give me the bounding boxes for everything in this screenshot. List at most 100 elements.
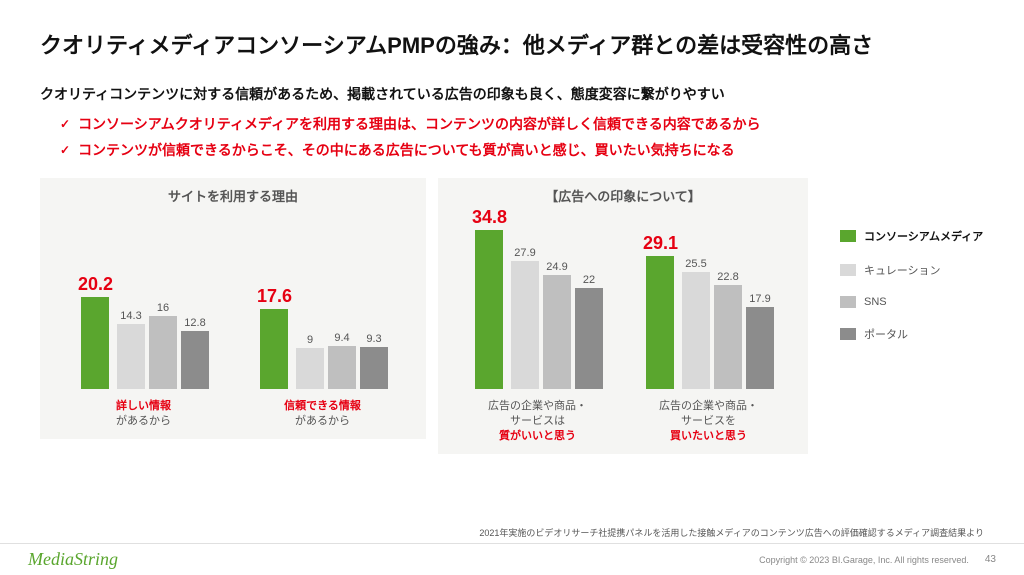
bar-value-highlight: 34.8 bbox=[472, 207, 507, 228]
bar-value: 24.9 bbox=[546, 261, 567, 273]
bar bbox=[328, 346, 356, 389]
slide: クオリティメディアコンソーシアムPMPの強み：他メディア群との差は受容性の高さ … bbox=[0, 0, 1024, 575]
bar-value: 14.3 bbox=[120, 310, 141, 322]
bar bbox=[646, 256, 674, 389]
bar-groups: 20.214.31612.8詳しい情報があるから17.699.49.3信頼できる… bbox=[54, 209, 412, 429]
bar-wrap: 29.1 bbox=[643, 233, 678, 389]
charts-area: サイトを利用する理由 20.214.31612.8詳しい情報があるから17.69… bbox=[40, 178, 984, 454]
bar-value: 9.4 bbox=[334, 332, 349, 344]
bar bbox=[117, 324, 145, 389]
bar-wrap: 27.9 bbox=[511, 247, 539, 389]
bar-wrap: 9.4 bbox=[328, 332, 356, 389]
bar-wrap: 9 bbox=[296, 334, 324, 389]
bar bbox=[181, 331, 209, 390]
legend-label: コンソーシアムメディア bbox=[864, 228, 983, 244]
caption-text: 広告の企業や商品・ サービスを bbox=[659, 400, 758, 427]
caption-highlight: 質がいいと思う bbox=[488, 429, 587, 444]
bar-wrap: 12.8 bbox=[181, 317, 209, 390]
bar-value-highlight: 20.2 bbox=[78, 274, 113, 295]
bar bbox=[81, 297, 109, 389]
bar bbox=[475, 230, 503, 389]
caption-text: 広告の企業や商品・ サービスは bbox=[488, 400, 587, 427]
bar bbox=[511, 261, 539, 389]
caption-highlight: 詳しい情報 bbox=[116, 399, 171, 414]
legend-item: SNS bbox=[840, 296, 983, 308]
bar-wrap: 25.5 bbox=[682, 258, 710, 389]
group-caption: 詳しい情報があるから bbox=[116, 399, 171, 429]
panel-title: サイトを利用する理由 bbox=[54, 186, 412, 205]
caption-highlight: 信頼できる情報 bbox=[284, 399, 361, 414]
bar-wrap: 24.9 bbox=[543, 261, 571, 389]
bars: 29.1 25.5 22.8 17.9 bbox=[643, 209, 774, 389]
bar bbox=[360, 347, 388, 390]
bar-value: 22 bbox=[583, 274, 595, 286]
caption-text: があるから bbox=[116, 415, 171, 427]
bar bbox=[575, 288, 603, 389]
bar-value: 12.8 bbox=[184, 317, 205, 329]
bar-value: 22.8 bbox=[717, 271, 738, 283]
group-caption: 信頼できる情報があるから bbox=[284, 399, 361, 429]
bar-group: 17.6 9 9.4 9.3 信頼できる情報があるから bbox=[257, 209, 388, 429]
bar-wrap: 20.2 bbox=[78, 274, 113, 389]
bar bbox=[543, 275, 571, 389]
bars: 17.6 9 9.4 9.3 bbox=[257, 209, 388, 389]
panel-title: 【広告への印象について】 bbox=[452, 186, 794, 205]
bar-group: 20.2 14.3 16 12.8 詳しい情報があるから bbox=[78, 209, 209, 429]
chart-panel-left: サイトを利用する理由 20.214.31612.8詳しい情報があるから17.69… bbox=[40, 178, 426, 439]
bar bbox=[149, 316, 177, 389]
bar bbox=[296, 348, 324, 389]
bar-value: 17.9 bbox=[749, 293, 770, 305]
bars: 20.2 14.3 16 12.8 bbox=[78, 209, 209, 389]
bullet-item: ✓ コンテンツが信頼できるからこそ、その中にある広告についても質が高いと感じ、買… bbox=[40, 140, 984, 160]
bar bbox=[714, 285, 742, 389]
bar-wrap: 16 bbox=[149, 302, 177, 389]
legend-item: キュレーション bbox=[840, 262, 983, 278]
bar-value-highlight: 29.1 bbox=[643, 233, 678, 254]
bar-value: 9 bbox=[307, 334, 313, 346]
bar bbox=[682, 272, 710, 389]
bar-wrap: 9.3 bbox=[360, 333, 388, 390]
bar-groups: 34.8 27.9 24.9 22 広告の企業や商品・ サービスは質がいいと思う 29.1… bbox=[452, 209, 794, 444]
legend-label: キュレーション bbox=[864, 262, 941, 278]
legend-item: コンソーシアムメディア bbox=[840, 228, 983, 244]
legend-swatch bbox=[840, 296, 856, 308]
caption-text: があるから bbox=[295, 415, 350, 427]
bar-group: 34.8 27.9 24.9 22 広告の企業や商品・ サービスは質がいいと思う bbox=[472, 209, 603, 444]
logo: MediaString bbox=[28, 549, 118, 570]
bar bbox=[260, 309, 288, 389]
bullet-item: ✓ コンソーシアムクオリティメディアを利用する理由は、コンテンツの内容が詳しく信… bbox=[40, 114, 984, 134]
legend-swatch bbox=[840, 328, 856, 340]
bar-wrap: 17.9 bbox=[746, 293, 774, 389]
bar-wrap: 22.8 bbox=[714, 271, 742, 389]
page-number: 43 bbox=[985, 554, 996, 565]
legend-swatch bbox=[840, 264, 856, 276]
legend-label: SNS bbox=[864, 296, 887, 308]
bullet-text: コンソーシアムクオリティメディアを利用する理由は、コンテンツの内容が詳しく信頼で… bbox=[78, 114, 761, 134]
bar-value: 27.9 bbox=[514, 247, 535, 259]
footnote: 2021年実施のビデオリサーチ社提携パネルを活用した接触メディアのコンテンツ広告… bbox=[479, 526, 984, 539]
caption-highlight: 買いたいと思う bbox=[659, 429, 758, 444]
check-icon: ✓ bbox=[60, 143, 70, 157]
bullet-text: コンテンツが信頼できるからこそ、その中にある広告についても質が高いと感じ、買いた… bbox=[78, 140, 735, 160]
copyright: Copyright © 2023 BI.Garage, Inc. All rig… bbox=[759, 555, 969, 565]
bar-group: 29.1 25.5 22.8 17.9 広告の企業や商品・ サービスを買いたいと思う bbox=[643, 209, 774, 444]
bar-wrap: 17.6 bbox=[257, 286, 292, 389]
footer: MediaString Copyright © 2023 BI.Garage, … bbox=[0, 543, 1024, 575]
bar-value: 25.5 bbox=[685, 258, 706, 270]
chart-legend: コンソーシアムメディアキュレーション SNS ポータル bbox=[840, 228, 983, 342]
bar-wrap: 14.3 bbox=[117, 310, 145, 389]
group-caption: 広告の企業や商品・ サービスを買いたいと思う bbox=[659, 399, 758, 444]
bar-value-highlight: 17.6 bbox=[257, 286, 292, 307]
chart-panel-right: 【広告への印象について】 34.8 27.9 24.9 22 広告の企業や商品・ サービ… bbox=[438, 178, 808, 454]
page-title: クオリティメディアコンソーシアムPMPの強み：他メディア群との差は受容性の高さ bbox=[40, 28, 984, 60]
bullet-list: ✓ コンソーシアムクオリティメディアを利用する理由は、コンテンツの内容が詳しく信… bbox=[40, 114, 984, 160]
bars: 34.8 27.9 24.9 22 bbox=[472, 209, 603, 389]
legend-label: ポータル bbox=[864, 326, 908, 342]
group-caption: 広告の企業や商品・ サービスは質がいいと思う bbox=[488, 399, 587, 444]
legend-swatch bbox=[840, 230, 856, 242]
subtitle: クオリティコンテンツに対する信頼があるため、掲載されている広告の印象も良く、態度… bbox=[40, 84, 984, 104]
bar-value: 9.3 bbox=[366, 333, 381, 345]
bar bbox=[746, 307, 774, 389]
bar-wrap: 22 bbox=[575, 274, 603, 389]
bar-value: 16 bbox=[157, 302, 169, 314]
